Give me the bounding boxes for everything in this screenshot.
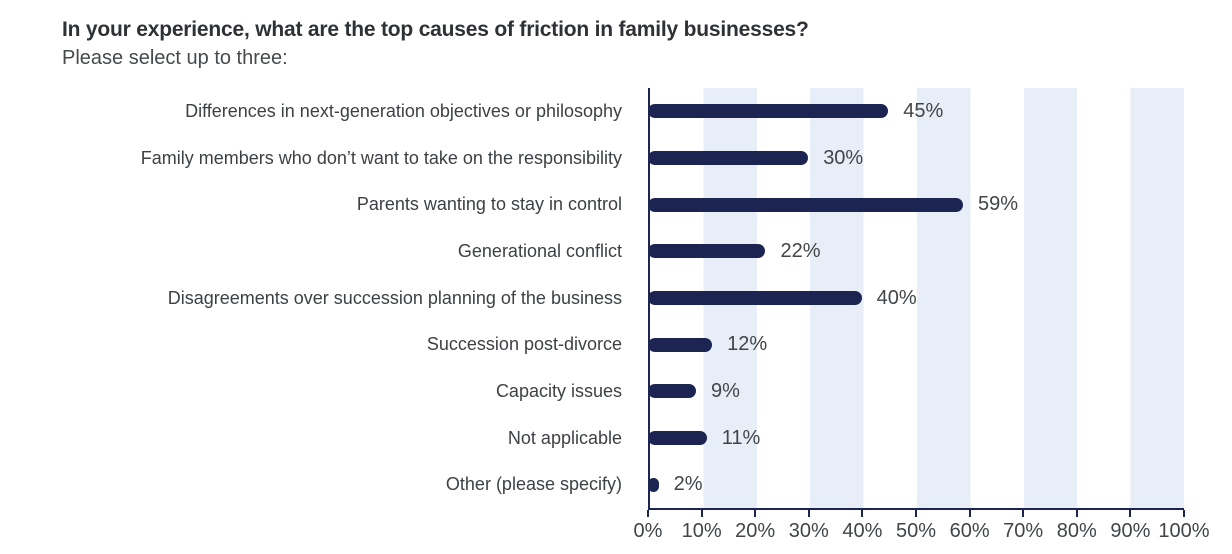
x-axis-tick <box>1075 510 1078 517</box>
x-axis-tick-label: 10% <box>681 520 722 542</box>
bar-row: Generational conflict 22% <box>62 228 1222 275</box>
x-axis-tick-label: 30% <box>788 520 829 542</box>
bar <box>648 477 659 492</box>
value-label: 59% <box>978 193 1019 216</box>
x-axis-tick-label: 40% <box>842 520 883 542</box>
x-axis-tick <box>861 510 864 517</box>
bar <box>648 151 809 165</box>
value-label: 22% <box>780 239 821 262</box>
bar-track: 22% <box>648 240 1182 263</box>
bar-track: 59% <box>648 193 1182 216</box>
bar-row: Parents wanting to stay in control 59% <box>62 181 1222 228</box>
value-label: 45% <box>903 99 944 122</box>
bar <box>648 337 713 352</box>
chart-subtitle: Please select up to three: <box>62 47 288 69</box>
x-axis-tick <box>1022 510 1025 517</box>
bar <box>648 244 766 259</box>
bar-row: Disagreements over succession planning o… <box>62 275 1222 322</box>
x-axis-tick <box>647 510 649 517</box>
bar-track: 30% <box>648 147 1182 170</box>
x-axis-tick-label: 70% <box>1003 520 1044 542</box>
x-axis-tick-label: 20% <box>735 520 776 542</box>
bar-track: 2% <box>648 473 1182 496</box>
bar <box>648 104 889 119</box>
value-label: 40% <box>876 286 917 309</box>
bar-row: Capacity issues 9% <box>62 368 1222 415</box>
category-label: Differences in next-generation objective… <box>185 100 622 121</box>
x-axis-tick-label: 60% <box>949 520 990 542</box>
bar-track: 9% <box>648 380 1182 403</box>
x-axis-tick <box>1183 510 1185 517</box>
chart-title: In your experience, what are the top cau… <box>62 18 809 41</box>
bar-track: 12% <box>648 333 1182 356</box>
bar-row: Other (please specify) 2% <box>62 461 1222 508</box>
bar <box>648 431 707 446</box>
x-axis-tick-label: 90% <box>1110 520 1151 542</box>
category-label: Not applicable <box>507 427 622 448</box>
value-label: 12% <box>727 333 768 356</box>
x-axis-tick <box>915 510 917 517</box>
bar-row: Differences in next-generation objective… <box>62 88 1222 135</box>
chart-header: In your experience, what are the top cau… <box>0 0 1232 71</box>
bar <box>648 384 697 399</box>
bar-row: Not applicable 11% <box>62 415 1222 462</box>
category-label: Parents wanting to stay in control <box>356 194 622 215</box>
x-axis-tick <box>754 510 757 517</box>
bar-chart: Differences in next-generation objective… <box>62 88 1222 554</box>
value-label: 2% <box>673 473 703 496</box>
x-axis-tick <box>1129 510 1132 517</box>
x-axis-tick <box>700 510 703 517</box>
bar-rows: Differences in next-generation objective… <box>62 88 1222 508</box>
x-axis-tick <box>968 510 971 517</box>
bar-row: Family members who don’t want to take on… <box>62 135 1222 182</box>
category-label: Capacity issues <box>495 380 622 401</box>
bar-track: 11% <box>648 427 1182 450</box>
bar-track: 40% <box>648 287 1182 310</box>
category-label: Generational conflict <box>457 240 622 261</box>
x-axis-tick-label: 80% <box>1056 520 1097 542</box>
category-label: Disagreements over succession planning o… <box>167 287 622 308</box>
bar <box>648 197 964 212</box>
x-axis-tick-label: 50% <box>895 520 937 542</box>
value-label: 9% <box>711 379 740 402</box>
bar-track: 45% <box>648 100 1182 123</box>
x-axis-tick-label: 100% <box>1158 520 1210 542</box>
x-axis-tick <box>807 510 810 517</box>
category-label: Other (please specify) <box>445 474 622 495</box>
category-label: Succession post-divorce <box>426 334 622 355</box>
bar <box>648 291 862 306</box>
category-label: Family members who don’t want to take on… <box>140 147 622 168</box>
x-axis: 0% 10% 20% 30% 40% 50% 60% 70% 80% 90% 100% <box>634 508 1210 554</box>
bar-row: Succession post-divorce 12% <box>62 321 1222 368</box>
value-label: 11% <box>721 426 761 449</box>
value-label: 30% <box>823 146 864 169</box>
x-axis-tick-label: 0% <box>633 520 663 542</box>
